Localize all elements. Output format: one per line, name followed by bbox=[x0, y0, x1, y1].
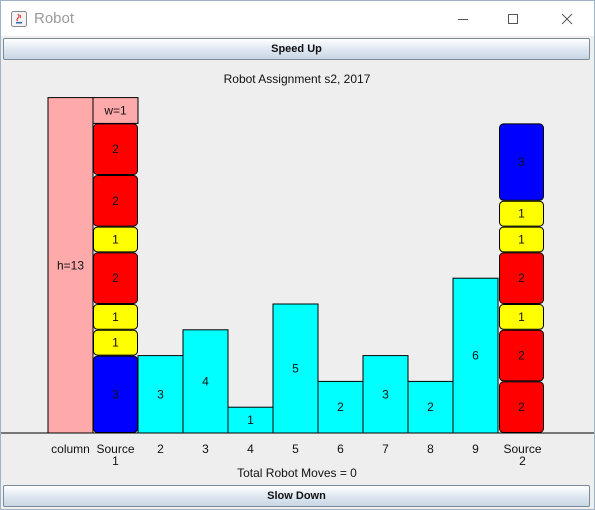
source1-block-label: 1 bbox=[112, 233, 119, 247]
maximize-button[interactable] bbox=[490, 1, 536, 36]
source1-block bbox=[93, 226, 138, 253]
bar-3-axis-label: 3 bbox=[202, 442, 209, 456]
source2-block-label: 2 bbox=[518, 271, 525, 285]
slow-down-button[interactable]: Slow Down bbox=[3, 485, 590, 507]
close-button[interactable] bbox=[544, 1, 590, 36]
bar-5 bbox=[272, 303, 319, 434]
source1-block-label: 1 bbox=[112, 336, 119, 350]
source1-block bbox=[93, 329, 138, 356]
source1-axis-label: Source bbox=[96, 442, 134, 456]
bar-9 bbox=[452, 277, 499, 434]
source1-block bbox=[93, 252, 138, 304]
source1-block bbox=[93, 123, 138, 175]
bar-4 bbox=[227, 406, 274, 434]
java-app-icon bbox=[11, 11, 27, 27]
source2-axis-label: Source bbox=[503, 442, 541, 456]
source1-block-label: 2 bbox=[112, 142, 119, 156]
bar-9-axis-label: 9 bbox=[472, 442, 479, 456]
bar-6-axis-label: 6 bbox=[337, 442, 344, 456]
source2-block-label: 2 bbox=[518, 349, 525, 363]
source1-block bbox=[93, 175, 138, 227]
window-title: Robot bbox=[34, 10, 75, 27]
source1-block-label: 2 bbox=[112, 194, 119, 208]
bar-6-value: 2 bbox=[337, 400, 344, 414]
source2-block bbox=[499, 226, 544, 253]
source2-block-label: 1 bbox=[518, 207, 525, 221]
bar-4-value: 1 bbox=[247, 413, 254, 427]
bar-8-value: 2 bbox=[427, 400, 434, 414]
bar-8-axis-label: 8 bbox=[427, 442, 434, 456]
title-bar: Robot bbox=[1, 1, 594, 36]
bar-4-axis-label: 4 bbox=[247, 442, 254, 456]
source2-block bbox=[499, 252, 544, 304]
minimize-button[interactable] bbox=[440, 1, 486, 36]
bar-7 bbox=[362, 355, 409, 434]
canvas-heading: Robot Assignment s2, 2017 bbox=[224, 72, 371, 86]
source2-block-label: 2 bbox=[518, 400, 525, 414]
source1-block bbox=[93, 304, 138, 330]
bar-5-axis-label: 5 bbox=[292, 442, 299, 456]
arm-width-label: w=1 bbox=[103, 104, 127, 118]
source2-axis-number: 2 bbox=[519, 454, 526, 468]
bar-9-value: 6 bbox=[472, 349, 479, 363]
source2-block bbox=[499, 304, 544, 330]
column-axis-label: column bbox=[51, 442, 90, 456]
source1-block-label: 2 bbox=[112, 271, 119, 285]
source2-block bbox=[499, 123, 544, 201]
bar-7-value: 3 bbox=[382, 387, 389, 401]
bar-2-value: 3 bbox=[157, 387, 164, 401]
source1-block-label: 1 bbox=[112, 310, 119, 324]
bar-2-axis-label: 2 bbox=[157, 442, 164, 456]
speed-up-button[interactable]: Speed Up bbox=[3, 38, 590, 60]
bar-3-value: 4 bbox=[202, 374, 209, 388]
close-icon bbox=[561, 13, 573, 24]
source2-block-label: 3 bbox=[518, 155, 525, 169]
maximize-icon bbox=[508, 13, 518, 24]
source1-block-label: 3 bbox=[112, 387, 119, 401]
source2-block-label: 1 bbox=[518, 233, 525, 247]
total-moves-status: Total Robot Moves = 0 bbox=[237, 466, 357, 480]
source2-block bbox=[499, 329, 544, 382]
source2-block bbox=[499, 200, 544, 227]
source1-axis-number: 1 bbox=[112, 454, 119, 468]
bar-3 bbox=[182, 329, 229, 434]
minimize-icon bbox=[458, 18, 468, 20]
bar-5-value: 5 bbox=[292, 362, 299, 376]
source2-block-label: 1 bbox=[518, 310, 525, 324]
arm-width-box bbox=[92, 97, 139, 124]
column-height-label: h=13 bbox=[57, 258, 84, 272]
bar-7-axis-label: 7 bbox=[382, 442, 389, 456]
